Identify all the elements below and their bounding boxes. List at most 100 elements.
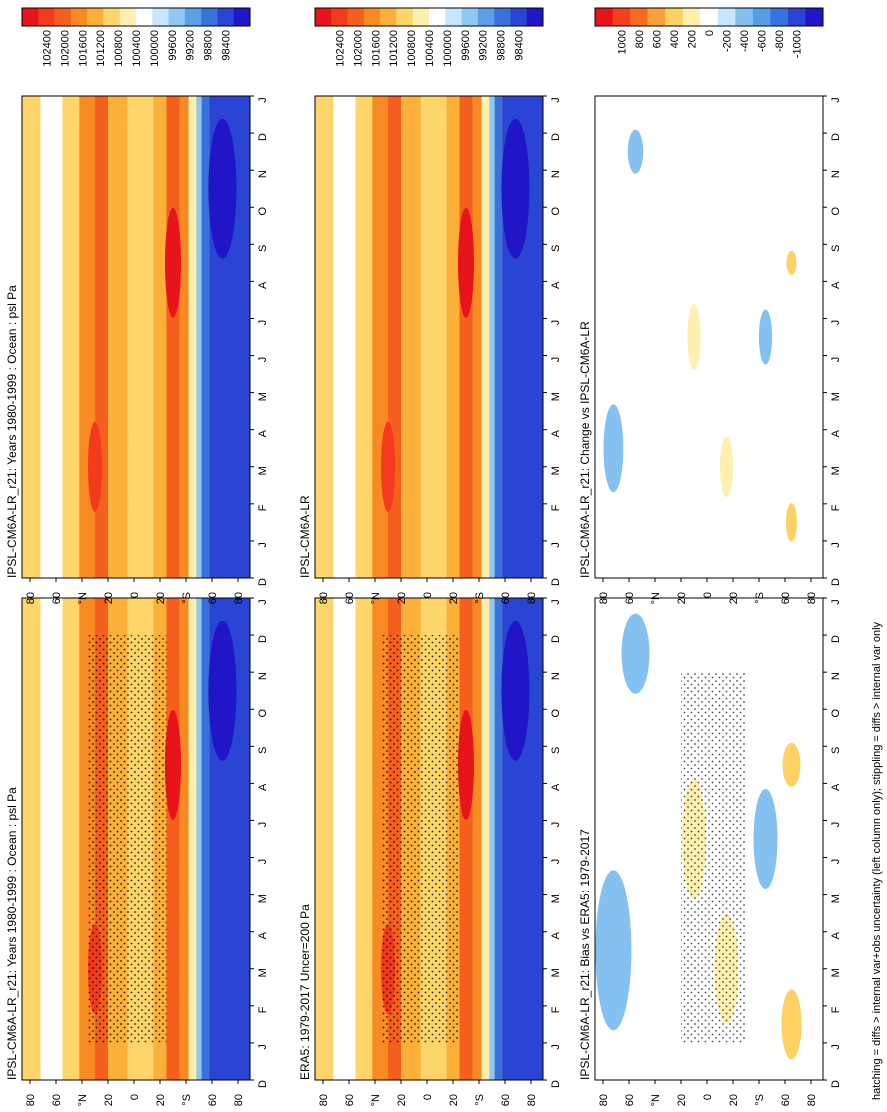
field-band [315, 96, 334, 578]
colorbar-swatch [201, 8, 218, 26]
y-tick-label: 20 [396, 1094, 408, 1106]
x-tick-label: O [830, 709, 842, 718]
x-tick-label: D [830, 1080, 842, 1088]
x-tick-label: N [830, 170, 842, 178]
x-tick-label: F [550, 1006, 562, 1013]
x-tick-label: D [550, 133, 562, 141]
y-tick-label: °S [181, 592, 193, 604]
field-blob [782, 742, 801, 787]
field-blob [719, 436, 734, 498]
y-tick-label: 20 [728, 1094, 740, 1106]
x-tick-label: J [550, 542, 562, 548]
field-band [333, 96, 356, 578]
y-tick-label: °N [650, 592, 662, 604]
x-tick-label: M [550, 894, 562, 903]
field-blob [165, 207, 181, 318]
x-tick-label: J [550, 599, 562, 605]
colorbar-label: 99200 [185, 30, 197, 61]
colorbar-label: 1000 [616, 30, 628, 54]
field-band [481, 598, 490, 1080]
colorbar-label: 98400 [221, 30, 233, 61]
colorbar-swatch [38, 8, 55, 26]
y-tick-label: 80 [526, 592, 538, 604]
x-tick-label: J [257, 542, 269, 548]
y-tick-label: 60 [207, 1094, 219, 1106]
field-blob [88, 421, 102, 512]
panel-middle-left: 80 60 °N 20 0 20 °S 60 80 D J F M A M J J A S O N D J ERA5: 197… [298, 511, 562, 1106]
field-blob [595, 870, 632, 1031]
y-tick-label: 0 [702, 1094, 714, 1100]
field-band [355, 598, 373, 1080]
plot-frame [21, 95, 251, 579]
x-tick-label: J [830, 357, 842, 363]
colorbar-frame [594, 7, 824, 27]
field-band [108, 96, 128, 578]
y-tick-label: 0 [702, 592, 714, 598]
field-blob [501, 620, 530, 761]
field-band [127, 96, 154, 578]
y-tick-label: 20 [676, 1094, 688, 1106]
field-blob [208, 118, 237, 259]
colorbar-swatch [429, 8, 446, 26]
y-tick-label: 60 [344, 1094, 356, 1106]
colorbar-label: 102000 [59, 30, 71, 67]
x-tick-label: A [257, 281, 269, 289]
colorbar-label: 99600 [167, 30, 179, 61]
field-band [179, 96, 189, 578]
x-tick-label: S [550, 747, 562, 754]
field-blob [165, 709, 181, 820]
field-band [40, 96, 63, 578]
x-tick-label: D [257, 1080, 269, 1088]
y-tick-label: 60 [207, 592, 219, 604]
x-tick-label: A [830, 281, 842, 289]
x-tick-label: D [830, 635, 842, 643]
colorbar-label: 100800 [113, 30, 125, 67]
field-band [153, 96, 167, 578]
x-tick-label: F [257, 1006, 269, 1013]
colorbar-swatch [70, 8, 88, 26]
y-tick-label: °N [370, 592, 382, 604]
y-tick-label: 80 [806, 592, 818, 604]
y-tick-label: °N [650, 1094, 662, 1106]
y-tick-label: 60 [500, 592, 512, 604]
x-tick-label: D [550, 1080, 562, 1088]
colorbar-swatch [630, 8, 648, 26]
x-tick-label: M [257, 968, 269, 977]
x-tick-label: A [550, 931, 562, 939]
colorbar-label: 98400 [514, 30, 526, 61]
y-tick-label: °N [77, 1094, 89, 1106]
colorbar-swatch [331, 8, 348, 26]
colorbar-swatch [184, 8, 202, 26]
y-tick-label: 20 [155, 592, 167, 604]
x-tick-label: D [550, 635, 562, 643]
field-band [315, 598, 334, 1080]
colorbar-label: 99600 [460, 30, 472, 61]
colorbar-swatch [612, 8, 631, 26]
y-tick-label: 80 [806, 1094, 818, 1106]
x-tick-label: J [830, 320, 842, 326]
colorbar-swatch [54, 8, 72, 26]
y-tick-label: 20 [103, 592, 115, 604]
x-tick-label: F [257, 504, 269, 511]
field-blob [786, 250, 797, 275]
panel-bottom-right: 80 60 °N 20 0 20 °S 60 80DJFMAMJJASONDJIPSL-CM6A… [578, 7, 842, 604]
colorbar-swatch [510, 8, 528, 26]
y-tick-label: 80 [233, 1094, 245, 1106]
x-tick-label: A [257, 429, 269, 437]
y-tick-label: 60 [624, 1094, 636, 1106]
x-tick-label: A [550, 783, 562, 791]
y-tick-label: 20 [728, 592, 740, 604]
x-tick-label: F [550, 504, 562, 511]
colorbar-label: -600 [757, 30, 769, 52]
x-tick-label: A [830, 931, 842, 939]
y-tick-label: 0 [129, 1094, 141, 1100]
colorbar-label: 100400 [131, 30, 143, 67]
x-tick-label: M [550, 466, 562, 475]
field-band [188, 598, 197, 1080]
colorbar-label: 102400 [334, 30, 346, 67]
colorbar-label: 99200 [478, 30, 490, 61]
panel-middle-right: 80 60 °N 20 0 20 °S 60 80 D J F M A M J J A S O N D J IPSL-CM6A… [298, 7, 562, 604]
field-band [40, 598, 63, 1080]
x-tick-label: N [550, 672, 562, 680]
field-blob [501, 118, 530, 259]
